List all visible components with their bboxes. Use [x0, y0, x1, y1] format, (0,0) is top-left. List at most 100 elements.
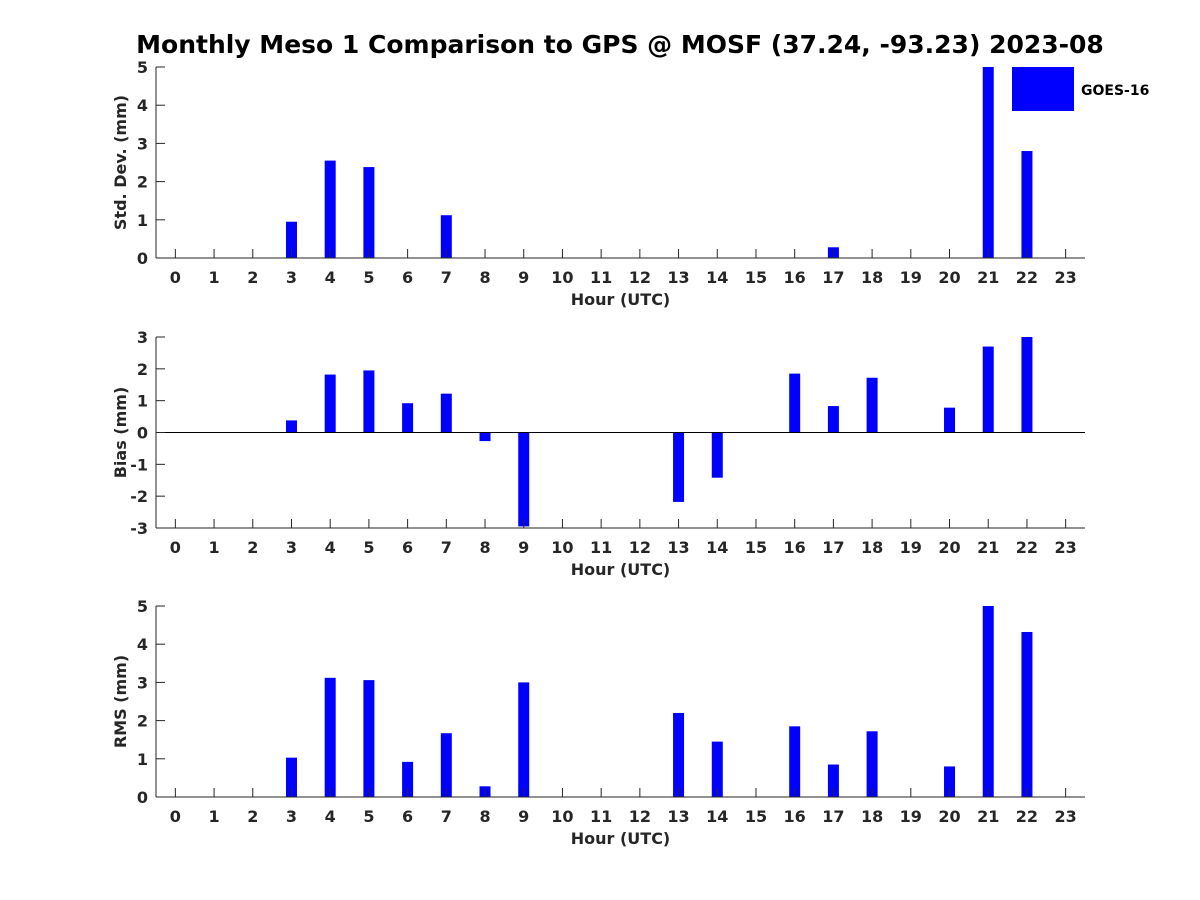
x-tick-label-bias-23: 23 — [1055, 538, 1077, 557]
x-tick-label-rms-20: 20 — [938, 807, 960, 826]
figure-title: Monthly Meso 1 Comparison to GPS @ MOSF … — [136, 30, 1104, 59]
x-tick-label-std-dev-5: 5 — [363, 268, 374, 287]
x-tick-label-rms-5: 5 — [363, 807, 374, 826]
bar-bias-hour-8 — [479, 432, 491, 442]
x-tick-label-std-dev-17: 17 — [822, 268, 844, 287]
x-tick-label-std-dev-19: 19 — [900, 268, 922, 287]
bar-bias-hour-5 — [363, 370, 375, 433]
x-tick-label-std-dev-3: 3 — [286, 268, 297, 287]
x-tick-label-bias-6: 6 — [402, 538, 413, 557]
x-tick-label-bias-18: 18 — [861, 538, 883, 557]
bar-rms-hour-13 — [673, 712, 685, 797]
x-tick-label-bias-14: 14 — [706, 538, 728, 557]
y-tick-label-rms-0: 0 — [137, 788, 148, 807]
bar-std-dev-hour-7 — [440, 215, 452, 258]
y-tick-label-bias-1: 1 — [137, 392, 148, 411]
y-tick-label-std-dev-1: 1 — [137, 211, 148, 230]
x-tick-label-bias-3: 3 — [286, 538, 297, 557]
bar-bias-hour-7 — [440, 393, 452, 433]
x-tick-label-bias-9: 9 — [518, 538, 529, 557]
y-tick-label-std-dev-4: 4 — [137, 96, 148, 115]
bar-bias-hour-21 — [982, 346, 994, 433]
x-tick-label-rms-0: 0 — [170, 807, 181, 826]
x-tick-label-rms-2: 2 — [247, 807, 258, 826]
x-tick-label-rms-4: 4 — [325, 807, 336, 826]
bar-bias-hour-16 — [789, 373, 801, 433]
x-axis-label-std-dev: Hour (UTC) — [571, 290, 671, 309]
y-tick-label-bias--1: -1 — [130, 455, 148, 474]
bar-std-dev-hour-22 — [1021, 151, 1033, 258]
bar-bias-hour-17 — [827, 406, 839, 433]
y-tick-label-std-dev-5: 5 — [137, 58, 148, 77]
x-tick-label-std-dev-4: 4 — [325, 268, 336, 287]
y-tick-label-bias-2: 2 — [137, 360, 148, 379]
bar-std-dev-hour-21 — [982, 67, 994, 258]
x-tick-label-bias-8: 8 — [479, 538, 490, 557]
x-tick-label-rms-8: 8 — [479, 807, 490, 826]
bar-bias-hour-6 — [402, 403, 414, 433]
bar-rms-hour-6 — [402, 761, 414, 797]
x-tick-label-std-dev-2: 2 — [247, 268, 258, 287]
x-tick-label-rms-3: 3 — [286, 807, 297, 826]
x-tick-label-rms-18: 18 — [861, 807, 883, 826]
bar-bias-hour-13 — [673, 432, 685, 502]
x-tick-label-std-dev-6: 6 — [402, 268, 413, 287]
x-tick-label-std-dev-0: 0 — [170, 268, 181, 287]
bar-rms-hour-18 — [866, 731, 878, 797]
x-tick-label-std-dev-1: 1 — [208, 268, 219, 287]
bar-bias-hour-9 — [518, 432, 530, 527]
x-tick-label-bias-5: 5 — [363, 538, 374, 557]
x-tick-label-rms-11: 11 — [590, 807, 612, 826]
x-tick-label-bias-10: 10 — [551, 538, 573, 557]
bar-rms-hour-22 — [1021, 631, 1033, 797]
x-tick-label-std-dev-21: 21 — [977, 268, 999, 287]
bar-std-dev-hour-5 — [363, 167, 375, 258]
bar-bias-hour-20 — [944, 407, 956, 433]
legend-label-goes-16: GOES-16 — [1081, 83, 1149, 99]
bar-rms-hour-3 — [285, 757, 297, 797]
bar-rms-hour-7 — [440, 733, 452, 797]
bar-bias-hour-3 — [285, 420, 297, 433]
x-tick-label-std-dev-15: 15 — [745, 268, 767, 287]
x-tick-label-rms-10: 10 — [551, 807, 573, 826]
y-tick-label-bias-0: 0 — [137, 424, 148, 443]
x-axis-label-rms: Hour (UTC) — [571, 829, 671, 848]
bar-rms-hour-4 — [324, 677, 336, 797]
x-tick-label-bias-22: 22 — [1016, 538, 1038, 557]
y-tick-label-std-dev-3: 3 — [137, 134, 148, 153]
x-tick-label-bias-16: 16 — [784, 538, 806, 557]
x-tick-label-std-dev-18: 18 — [861, 268, 883, 287]
x-tick-label-std-dev-13: 13 — [667, 268, 689, 287]
bar-std-dev-hour-4 — [324, 160, 336, 258]
bar-bias-hour-22 — [1021, 337, 1033, 433]
x-tick-label-rms-14: 14 — [706, 807, 728, 826]
bar-bias-hour-18 — [866, 377, 878, 433]
bar-rms-hour-5 — [363, 680, 375, 797]
x-tick-label-rms-23: 23 — [1055, 807, 1077, 826]
x-tick-label-std-dev-7: 7 — [441, 268, 452, 287]
x-tick-label-bias-17: 17 — [822, 538, 844, 557]
x-tick-label-rms-13: 13 — [667, 807, 689, 826]
x-tick-label-std-dev-12: 12 — [629, 268, 651, 287]
x-tick-label-bias-1: 1 — [208, 538, 219, 557]
x-tick-label-bias-0: 0 — [170, 538, 181, 557]
x-tick-label-rms-1: 1 — [208, 807, 219, 826]
x-tick-label-std-dev-20: 20 — [938, 268, 960, 287]
x-tick-label-rms-21: 21 — [977, 807, 999, 826]
x-tick-label-bias-19: 19 — [900, 538, 922, 557]
y-tick-label-bias-3: 3 — [137, 328, 148, 347]
y-tick-label-bias--3: -3 — [130, 519, 148, 538]
bar-rms-hour-9 — [518, 682, 530, 797]
y-axis-label-bias: Bias (mm) — [111, 387, 130, 479]
bar-rms-hour-16 — [789, 726, 801, 797]
x-tick-label-bias-2: 2 — [247, 538, 258, 557]
x-tick-label-std-dev-14: 14 — [706, 268, 728, 287]
x-tick-label-rms-12: 12 — [629, 807, 651, 826]
x-tick-label-bias-21: 21 — [977, 538, 999, 557]
bar-bias-hour-14 — [711, 432, 723, 478]
x-tick-label-rms-17: 17 — [822, 807, 844, 826]
bar-rms-hour-21 — [982, 606, 994, 797]
x-tick-label-bias-7: 7 — [441, 538, 452, 557]
y-axis-label-rms: RMS (mm) — [111, 655, 130, 748]
